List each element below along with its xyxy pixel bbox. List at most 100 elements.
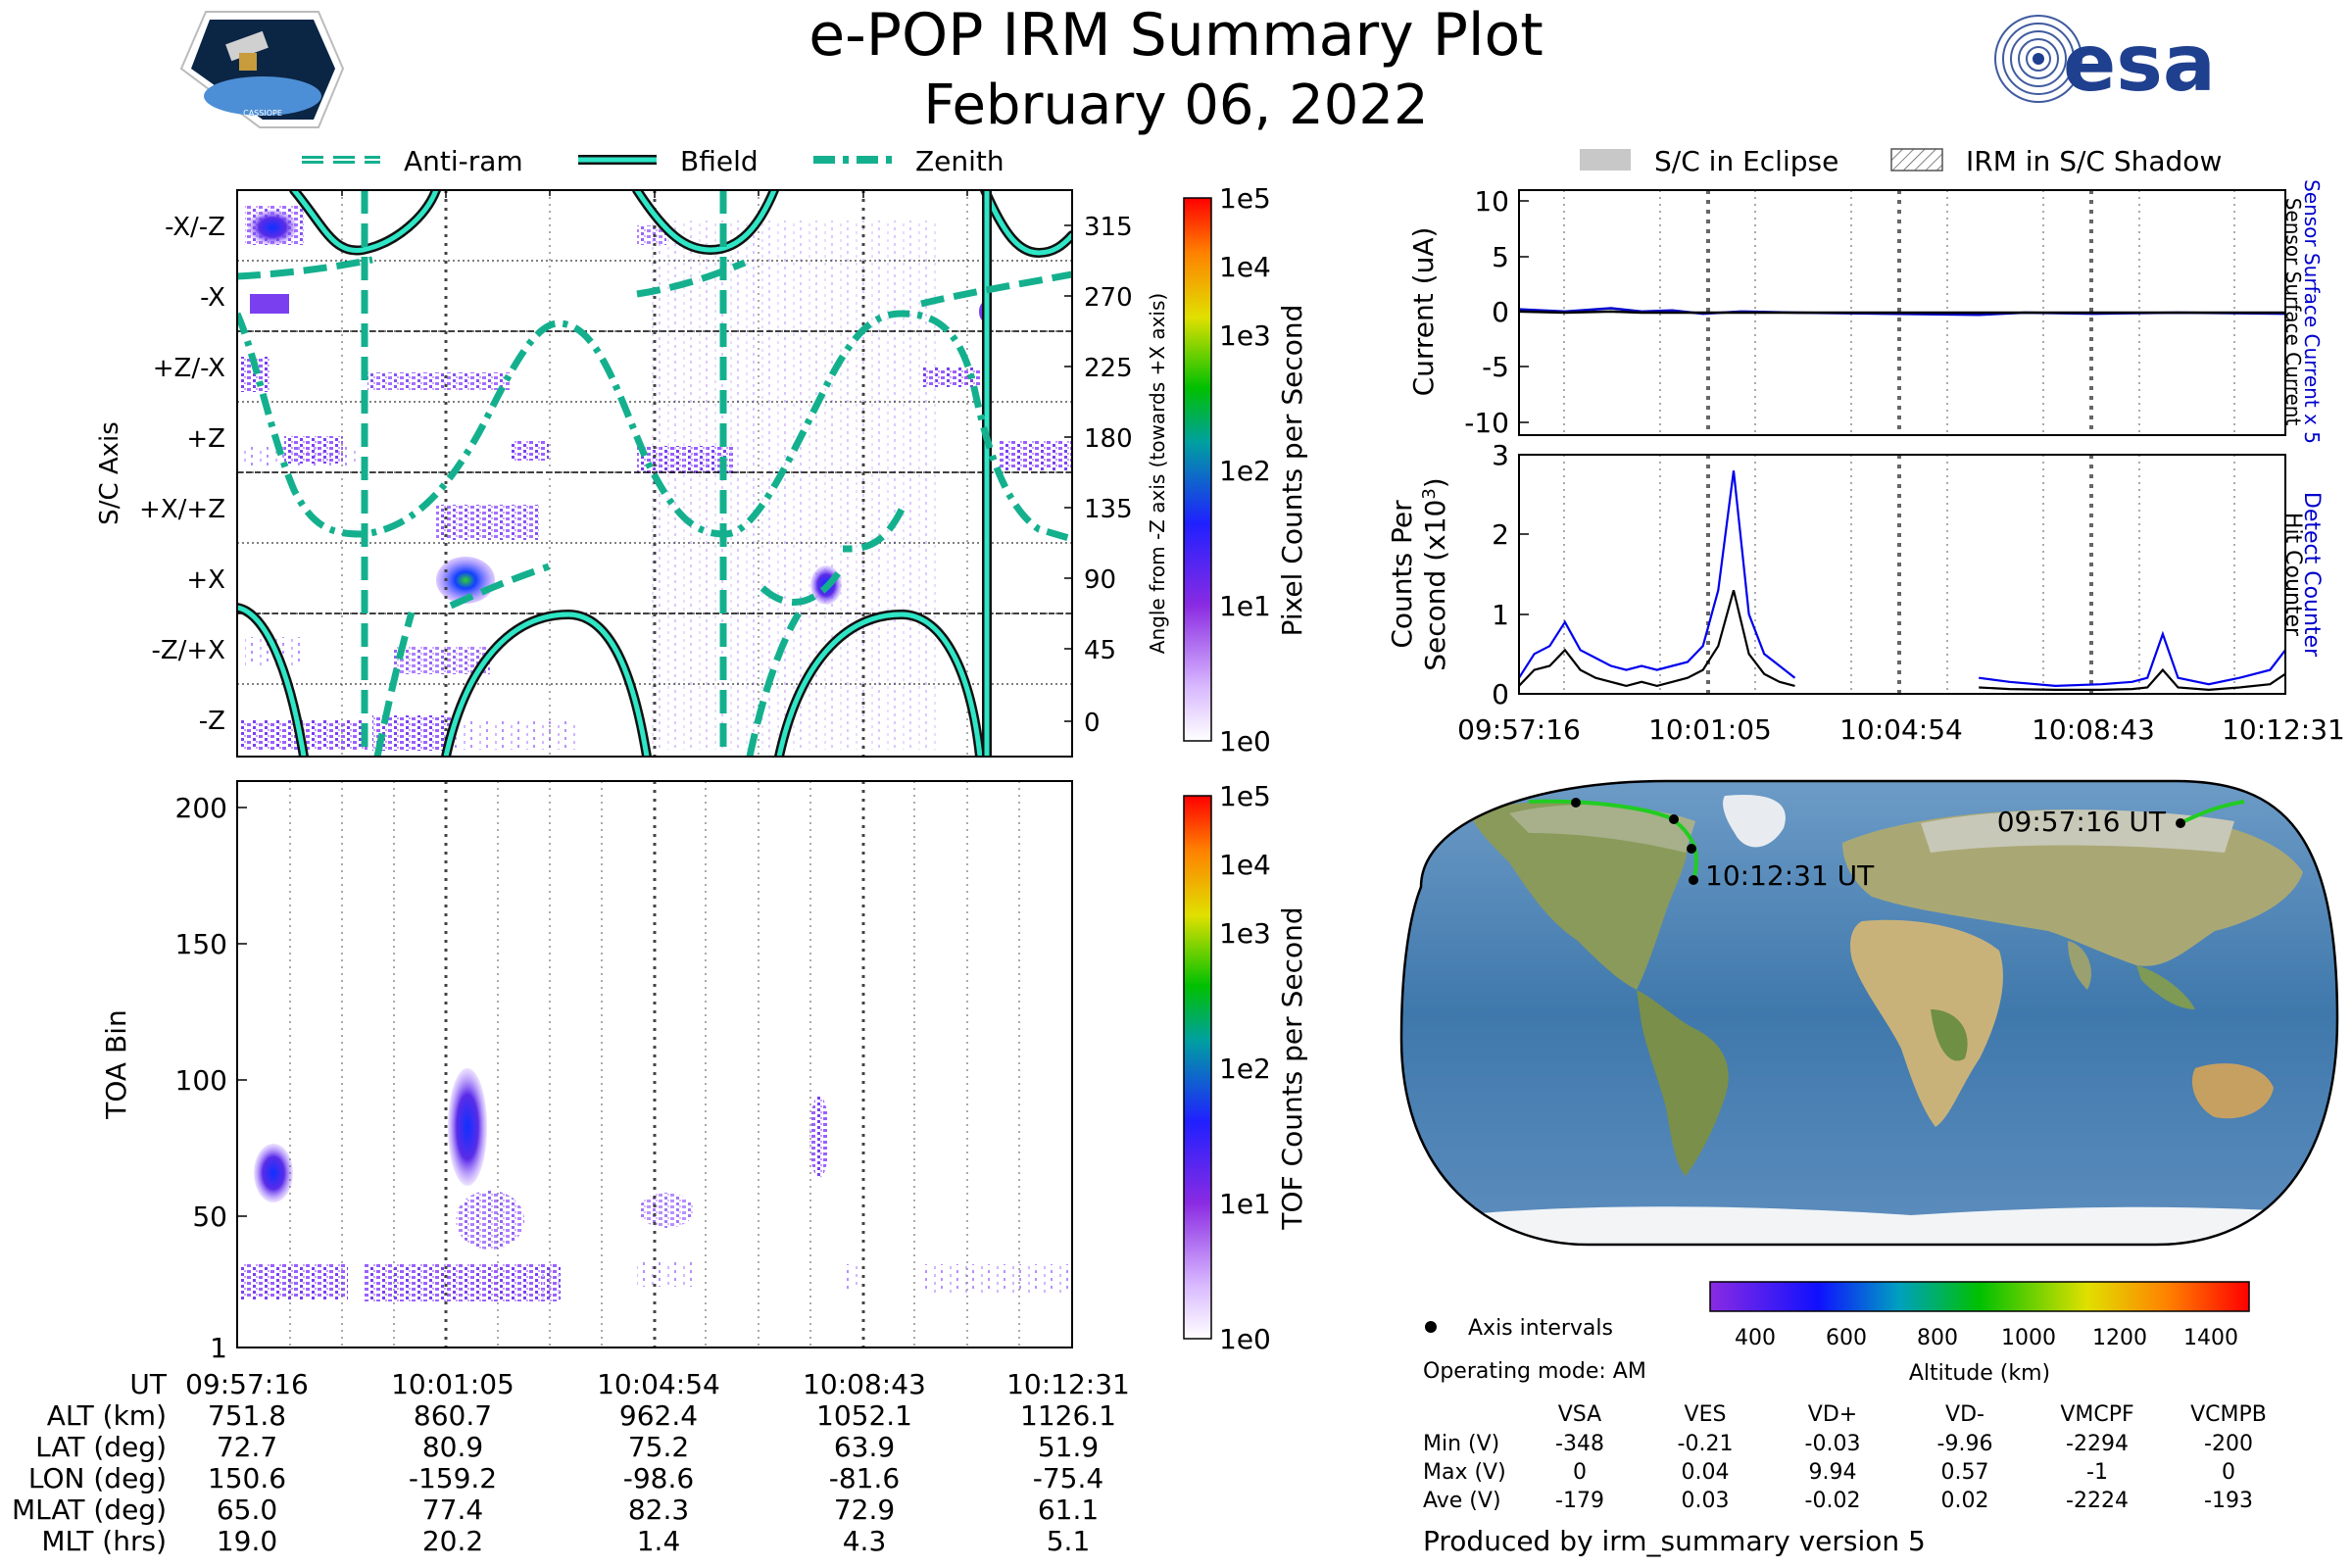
axis-label: -X/-Z [165,213,225,242]
ephem-value: 61.1 [1038,1494,1099,1526]
ephem-value: 962.4 [619,1399,698,1432]
legend-bfield: Bfield [680,145,759,177]
current-ytick: -5 [1482,351,1509,383]
voltage-row-label: Max (V) [1423,1460,1506,1485]
ephem-label: MLT (hrs) [41,1525,167,1557]
voltage-value: -2294 [2066,1432,2129,1456]
ephem-value: 80.9 [422,1431,483,1463]
voltage-value: 9.94 [1809,1460,1857,1485]
altitude-label: Altitude (km) [1909,1361,2050,1386]
pixel-blob [436,557,495,604]
ephem-value: -75.4 [1033,1462,1103,1494]
pixel-ylabel: S/C Axis [95,421,124,525]
bfield-curve [237,190,1072,757]
pixel-colorbar: 1e5 1e4 1e3 1e2 1e1 1e0 Pixel Counts per… [1183,182,1308,758]
tof-ytick: 1 [210,1332,227,1364]
axis-intervals-label: Axis intervals [1468,1316,1613,1341]
ephem-value: 4.3 [843,1525,887,1557]
ephem-value: 82.3 [628,1494,689,1526]
colorbar-tick: 1e4 [1219,251,1271,283]
tof-blob [809,1096,829,1178]
tof-band [240,1264,348,1299]
esa-logo-text: esa [2063,18,2216,109]
continent-north-america [1470,801,1689,990]
ephem-value: -159.2 [409,1462,497,1494]
angle-tick: 315 [1084,213,1133,242]
current-ytick: 5 [1492,241,1509,273]
current-ytick: -10 [1464,407,1509,439]
counts-ylabel-line1: Counts Per [1386,500,1418,649]
tof-blob [448,1068,487,1186]
axis-label: -Z [199,707,225,736]
ephem-value: 19.0 [217,1525,277,1557]
altitude-colorbar: 400 600 800 1000 1200 1400 Altitude (km) [1709,1281,2250,1386]
pixel-band [436,505,539,540]
legend-eclipse: S/C in Eclipse [1654,145,1838,177]
colorbar-tick: 1e1 [1219,1188,1271,1220]
voltage-row-label: Min (V) [1423,1432,1499,1456]
altitude-tick: 600 [1826,1326,1867,1350]
orbit-track [2180,800,2245,825]
tof-blob [254,1144,293,1202]
pixel-right-ticks: 315 270 225 180 135 90 45 0 [1064,213,1133,738]
pixel-band [250,294,289,314]
voltage-header: VCMPB [2190,1402,2267,1427]
counts-right-label-black: Hit Counter [2280,513,2305,637]
current-lines [1518,307,2286,317]
map-start-label: 09:57:16 UT [1997,806,2167,838]
axis-interval-legend-dot [1425,1321,1437,1333]
voltage-value: 0 [1573,1460,1587,1485]
time-tick: 10:08:43 [2032,713,2155,746]
voltage-value: -0.21 [1678,1432,1734,1456]
colorbar-tick: 1e1 [1219,590,1271,622]
current-panel: 10 5 0 -5 -10 Current (uA) Sensor Surfac… [1407,179,2324,444]
axis-interval-marker [1571,798,1581,808]
ephem-value: 72.9 [834,1494,895,1526]
esa-logo: esa [1994,15,2216,109]
pixel-legend: Anti-ram Bfield Zenith [302,145,1004,177]
orbit-track [1528,799,1698,883]
continent-south-america [1637,990,1729,1176]
tof-colorbar-label: TOF Counts per Second [1276,906,1308,1230]
time-tick: 10:01:05 [1648,713,1772,746]
voltage-header: VD- [1945,1402,1984,1427]
counts-ytick: 0 [1492,678,1509,710]
series-line-primary [1518,470,2286,688]
bottom-info: Axis intervals Operating mode: AM VSA VE… [1423,1316,2267,1557]
time-tick: 10:04:54 [597,1368,720,1400]
page-title: e-POP IRM Summary Plot [808,1,1544,70]
tof-ytick: 50 [192,1200,227,1233]
voltage-value: 0.03 [1682,1489,1730,1513]
ephem-value: 51.9 [1038,1431,1099,1463]
pixel-band [510,441,549,461]
colorbar-tick: 1e2 [1219,455,1271,487]
ephem-label: LON (deg) [28,1462,167,1494]
angle-tick: 135 [1084,495,1133,524]
ephem-value: 751.8 [208,1399,286,1432]
angle-tick: 45 [1084,636,1116,665]
tof-band [843,1264,862,1289]
page-date: February 06, 2022 [923,74,1428,137]
map-end-label: 10:12:31 UT [1705,859,1875,892]
altitude-tick: 1200 [2092,1326,2147,1350]
colorbar-tick: 1e4 [1219,849,1271,881]
series-line-secondary [1518,310,2285,315]
tof-band [921,1264,1068,1294]
angle-tick: 225 [1084,354,1133,383]
ephem-label: ALT (km) [47,1399,167,1432]
continent-australia [2191,1063,2274,1119]
pixel-band [451,720,578,750]
tof-band [539,1269,564,1298]
current-ytick: 10 [1474,185,1509,218]
voltage-header: VD+ [1808,1402,1857,1427]
ephem-value: 75.2 [628,1431,689,1463]
ephem-value: 5.1 [1047,1525,1091,1557]
produced-by: Produced by irm_summary version 5 [1423,1525,1926,1557]
time-tick: 10:04:54 [1839,713,1963,746]
current-right-label-blue: Sensor Surface Current x 5 [2300,179,2324,444]
right-time-axis: 09:57:16 10:01:05 10:04:54 10:08:43 10:1… [1457,713,2345,746]
counts-ytick: 3 [1492,439,1509,471]
voltage-row-label: Ave (V) [1423,1489,1501,1513]
axis-interval-marker [2176,818,2185,828]
current-ylabel: Current (uA) [1407,227,1440,397]
